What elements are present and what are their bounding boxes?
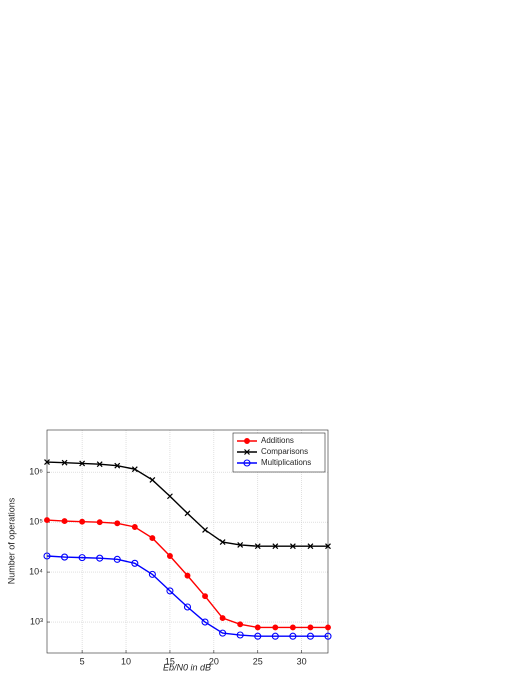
marker — [44, 517, 50, 524]
marker — [79, 518, 86, 525]
marker — [43, 552, 51, 560]
marker — [78, 554, 86, 562]
marker — [237, 621, 244, 628]
marker — [272, 624, 279, 631]
marker — [61, 459, 68, 466]
marker — [243, 459, 251, 467]
marker — [306, 632, 314, 640]
x-tick-label: 10 — [121, 656, 131, 666]
legend-label: Multiplications — [261, 458, 311, 467]
marker — [272, 543, 279, 550]
marker — [183, 603, 192, 611]
marker — [149, 535, 156, 542]
marker — [307, 543, 314, 550]
x-tick-label: 5 — [80, 656, 85, 666]
marker — [236, 631, 244, 639]
marker — [131, 524, 138, 530]
x-tick-label: 30 — [297, 656, 307, 666]
marker — [289, 632, 297, 640]
marker — [79, 460, 86, 467]
marker — [202, 593, 209, 600]
marker — [254, 632, 262, 640]
marker — [96, 519, 103, 526]
marker — [201, 618, 209, 626]
marker — [96, 554, 104, 562]
x-tick-label: 20 — [209, 656, 219, 666]
marker — [237, 542, 244, 548]
marker — [244, 438, 250, 444]
marker — [202, 526, 208, 533]
marker — [149, 477, 156, 483]
marker — [166, 587, 174, 595]
series-line — [46, 555, 328, 637]
marker — [271, 632, 279, 640]
marker — [184, 510, 191, 517]
y-tick-label: 10³ — [30, 616, 43, 626]
marker — [307, 624, 314, 631]
marker — [167, 493, 173, 500]
legend: Additions Comparisons Multiplications — [232, 432, 326, 473]
marker — [44, 459, 50, 465]
marker — [114, 462, 121, 469]
marker — [219, 615, 226, 622]
legend-label: Additions — [261, 436, 294, 445]
marker — [254, 543, 261, 550]
x-tick-label: 25 — [253, 656, 263, 666]
marker — [131, 466, 138, 473]
y-tick-label: 10⁴ — [29, 566, 43, 576]
x-axis-label: Eb/N0 in dB — [163, 662, 211, 672]
marker — [61, 518, 68, 525]
y-tick-label: 10⁶ — [29, 467, 43, 477]
marker — [219, 539, 226, 545]
marker — [96, 461, 103, 468]
marker — [113, 555, 121, 563]
marker — [114, 520, 121, 527]
marker — [219, 629, 227, 637]
marker — [131, 559, 139, 567]
marker — [289, 543, 296, 550]
marker — [325, 624, 331, 631]
x-tick-label: 15 — [165, 656, 175, 666]
marker — [184, 572, 191, 579]
y-axis-label: Number of operations — [6, 497, 16, 584]
marker — [244, 449, 250, 455]
legend-label: Comparisons — [261, 447, 308, 456]
marker — [148, 570, 156, 578]
y-tick-label: 10⁵ — [29, 517, 43, 527]
marker — [61, 553, 69, 561]
plot-frame — [46, 429, 329, 654]
marker — [325, 543, 331, 550]
marker — [166, 553, 173, 559]
marker — [289, 624, 296, 631]
marker — [254, 624, 261, 631]
marker — [324, 632, 332, 640]
